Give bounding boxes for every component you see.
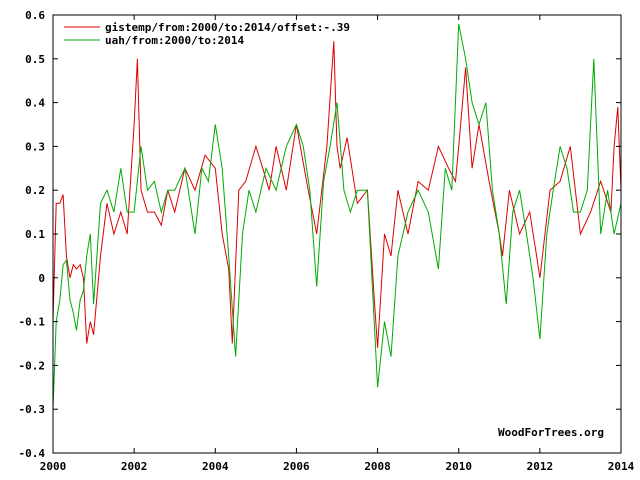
y-tick-label: 0 xyxy=(38,272,45,285)
legend: gistemp/from:2000/to:2014/offset:-.39uah… xyxy=(64,21,350,47)
y-tick-label: 0.5 xyxy=(25,53,45,66)
y-tick-label: 0.2 xyxy=(25,184,45,197)
x-tick-label: 2014 xyxy=(608,460,635,473)
y-tick-label: 0.1 xyxy=(25,228,45,241)
y-tick-label: 0.4 xyxy=(25,97,45,110)
x-tick-label: 2000 xyxy=(40,460,67,473)
x-tick-label: 2004 xyxy=(202,460,229,473)
y-tick-label: -0.1 xyxy=(19,316,46,329)
y-tick-label: 0.6 xyxy=(25,9,45,22)
series-layer xyxy=(52,23,622,410)
watermark-text: WoodForTrees.org xyxy=(498,426,604,439)
series-line-0 xyxy=(52,41,622,348)
y-tick-label: -0.4 xyxy=(19,447,46,460)
y-tick-label: 0.3 xyxy=(25,140,45,153)
legend-label-0: gistemp/from:2000/to:2014/offset:-.39 xyxy=(105,21,350,34)
x-tick-label: 2006 xyxy=(283,460,310,473)
series-line-1 xyxy=(52,23,622,410)
x-tick-label: 2012 xyxy=(527,460,554,473)
x-tick-label: 2010 xyxy=(445,460,472,473)
x-tick-label: 2002 xyxy=(121,460,148,473)
y-tick-label: -0.2 xyxy=(19,359,46,372)
legend-label-1: uah/from:2000/to:2014 xyxy=(105,34,244,47)
axis-layer: 2000 2002 2004 2006 2008 2010 2012 2014 -0.4 -0.3… xyxy=(19,9,635,473)
x-tick-label: 2008 xyxy=(364,460,391,473)
y-tick-label: -0.3 xyxy=(19,403,46,416)
